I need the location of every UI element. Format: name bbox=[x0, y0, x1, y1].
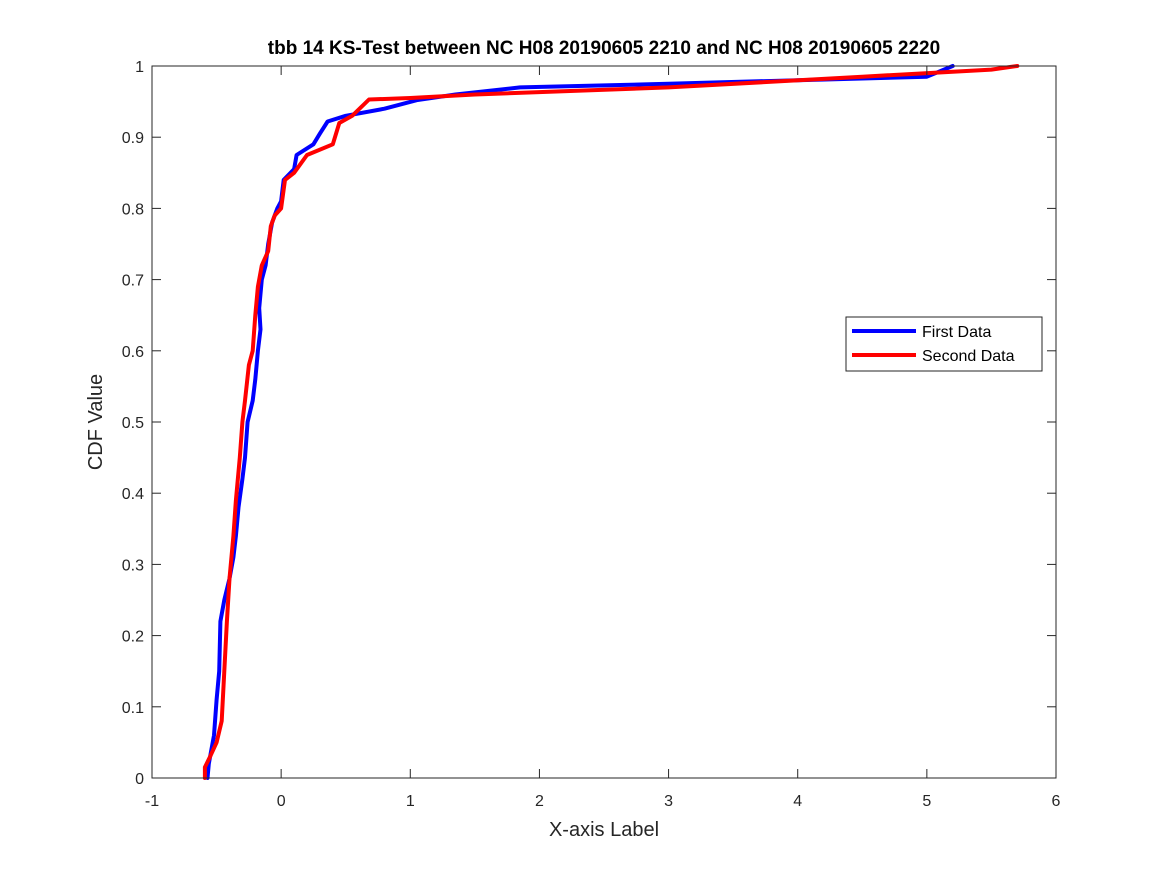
x-axis-label: X-axis Label bbox=[549, 819, 659, 841]
x-tick-label: -1 bbox=[145, 793, 159, 810]
x-tick-label: 0 bbox=[277, 793, 286, 810]
y-tick-label: 0.5 bbox=[122, 415, 144, 432]
x-tick-label: 2 bbox=[535, 793, 544, 810]
legend-label-second-data: Second Data bbox=[922, 348, 1015, 365]
legend-label-first-data: First Data bbox=[922, 324, 991, 341]
y-tick-label: 1 bbox=[135, 59, 144, 76]
axes-background bbox=[152, 66, 1056, 778]
y-tick-label: 0.3 bbox=[122, 557, 144, 574]
y-tick-label: 0.2 bbox=[122, 629, 144, 646]
legend: First Data Second Data bbox=[845, 316, 1043, 372]
y-tick-label: 0.9 bbox=[122, 130, 144, 147]
y-tick-label: 0.8 bbox=[122, 201, 144, 218]
x-tick-label: 4 bbox=[793, 793, 802, 810]
y-axis-label: CDF Value bbox=[85, 374, 107, 470]
y-tick-label: 0.7 bbox=[122, 273, 144, 290]
x-tick-label: 6 bbox=[1052, 793, 1061, 810]
y-tick-label: 0.1 bbox=[122, 700, 144, 717]
series-layer bbox=[202, 64, 1020, 780]
legend-box bbox=[845, 316, 1043, 372]
y-tick-label: 0.4 bbox=[122, 486, 144, 503]
chart-title: tbb 14 KS-Test between NC H08 20190605 2… bbox=[268, 38, 940, 59]
x-tick-label: 3 bbox=[664, 793, 673, 810]
y-tick-label: 0 bbox=[135, 771, 144, 788]
y-axis-ticks: 0 0.1 0.2 0.3 0.4 0.5 0.6 0.7 0.8 0.9 1 bbox=[122, 59, 1056, 788]
x-tick-label: 1 bbox=[406, 793, 415, 810]
x-axis-ticks: -1 0 1 2 3 4 5 6 bbox=[145, 66, 1061, 810]
x-tick-label: 5 bbox=[922, 793, 931, 810]
series-line-second-data bbox=[202, 64, 1020, 780]
plot-area: -1 0 1 2 3 4 5 6 00.10.20.30.40.50.60.70.80.91 bbox=[122, 59, 1061, 810]
y-tick-label: 0.6 bbox=[122, 344, 144, 361]
